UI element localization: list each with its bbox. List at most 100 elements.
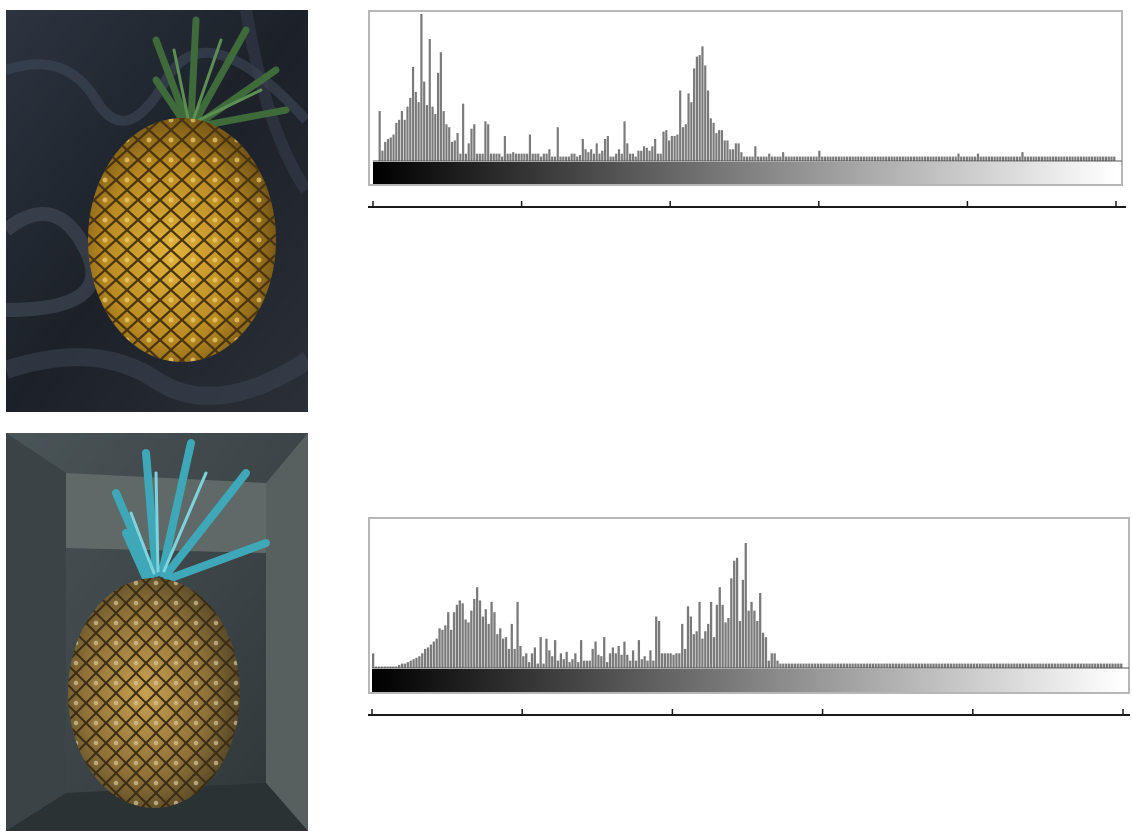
histogram-bar (635, 661, 637, 668)
histogram-bar (749, 157, 751, 161)
histogram-bar (635, 157, 637, 161)
histogram-bar (843, 664, 845, 668)
histogram-bar (1007, 664, 1009, 668)
histogram-bar (818, 151, 820, 161)
histogram-bar (682, 127, 684, 161)
histogram-bar (1038, 157, 1040, 161)
histogram-bar (985, 157, 987, 161)
histogram-bar (984, 664, 986, 668)
histogram-bar (490, 154, 492, 161)
histogram-bar (760, 157, 762, 161)
histogram-bar (980, 157, 982, 161)
histogram-bar (774, 653, 776, 668)
histogram-bar (404, 664, 406, 668)
histogram-bar (568, 662, 570, 668)
histogram-bar (771, 157, 773, 161)
histogram-bar (1117, 664, 1119, 668)
histogram-bar (514, 649, 516, 668)
histogram-bar (641, 659, 643, 668)
histogram-bar (1105, 157, 1107, 161)
histogram-bar (729, 149, 731, 161)
histogram-bar (701, 639, 703, 668)
histogram-bar (807, 157, 809, 161)
histogram-bar (629, 154, 631, 161)
histogram-bar (879, 157, 881, 161)
histogram-bar (849, 664, 851, 668)
histogram-bar (896, 157, 898, 161)
histogram-bar (589, 661, 591, 668)
histogram-bar (445, 124, 447, 161)
histogram-bar (554, 640, 556, 668)
histogram-bar (557, 661, 559, 668)
histogram-bar (757, 157, 759, 161)
histogram-bar (941, 664, 943, 668)
histogram-bar (610, 157, 612, 161)
histogram-bar (903, 664, 905, 668)
histogram-bar (1080, 157, 1082, 161)
histogram-bar (671, 136, 673, 161)
histogram-bar (872, 664, 874, 668)
histogram-bar (849, 157, 851, 161)
histogram-bar (915, 664, 917, 668)
histogram-bar (1069, 157, 1071, 161)
histogram-bar (957, 154, 959, 161)
histogram-bar (651, 146, 653, 161)
histogram-bar (618, 149, 620, 161)
histogram-bar (892, 664, 894, 668)
histogram-bar (1002, 664, 1004, 668)
histogram-bar (930, 157, 932, 161)
histogram-bar (943, 157, 945, 161)
histogram-bar (441, 630, 443, 668)
histogram-bar (955, 664, 957, 668)
histogram-bar (790, 157, 792, 161)
histogram-bar (667, 653, 669, 668)
histogram-bar (678, 653, 680, 668)
histogram-bar (829, 157, 831, 161)
histogram-bar (1120, 664, 1122, 668)
histogram-bar (568, 157, 570, 161)
histogram-bar (545, 639, 547, 668)
histogram-bar (924, 157, 926, 161)
histogram-bar (1010, 157, 1012, 161)
histogram-bar (418, 102, 420, 161)
histogram-bar (996, 157, 998, 161)
histogram-bar (918, 664, 920, 668)
histogram-bar (665, 130, 667, 161)
histogram-bar (1036, 664, 1038, 668)
histogram-bar (950, 664, 952, 668)
histogram-bar (1016, 157, 1018, 161)
histogram-bar (999, 664, 1001, 668)
histogram-bar (1111, 664, 1113, 668)
histogram-bar (519, 646, 521, 668)
histogram-bar (440, 52, 442, 161)
histogram-bar (398, 120, 400, 161)
histogram-bar (554, 157, 556, 161)
histogram-bar (953, 664, 955, 668)
histogram-bar (565, 157, 567, 161)
histogram-bar (916, 157, 918, 161)
histogram-chart-1 (368, 10, 1128, 210)
histogram-bar (754, 146, 756, 161)
histogram-bar (384, 142, 386, 161)
histogram-bar (501, 157, 503, 161)
histogram-bar (808, 664, 810, 668)
histogram-bar (913, 157, 915, 161)
histogram-bar (604, 139, 606, 161)
histogram-bar (1002, 157, 1004, 161)
histogram-bar (976, 664, 978, 668)
histogram-bar (938, 664, 940, 668)
histogram-bar (476, 154, 478, 161)
histogram-bar (1097, 664, 1099, 668)
histogram-bar (961, 664, 963, 668)
histogram-bar (877, 157, 879, 161)
histogram-bar (722, 605, 724, 668)
histogram-bar (1049, 157, 1051, 161)
histogram-bar (802, 157, 804, 161)
histogram-bar (713, 123, 715, 161)
histogram-bar (996, 664, 998, 668)
histogram-bar (869, 664, 871, 668)
histogram-bar (479, 154, 481, 161)
histogram-bar (1077, 664, 1079, 668)
histogram-bar (1088, 157, 1090, 161)
histogram-bar (1010, 664, 1012, 668)
